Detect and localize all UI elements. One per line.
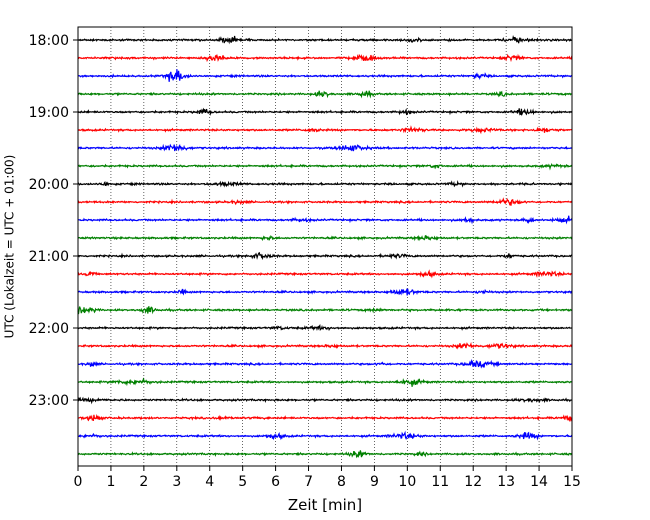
plot-frame — [77, 26, 573, 467]
trace-2015 — [77, 197, 573, 206]
trace-2030 — [77, 215, 573, 225]
y-axis-label: UTC (Lokalzeit = UTC + 01:00) — [3, 155, 17, 339]
y-tick-label-2000: 20:00 — [29, 177, 69, 193]
x-tick-label-10: 10 — [398, 474, 416, 490]
x-tick-label-8: 8 — [337, 474, 346, 490]
trace-2045 — [77, 234, 573, 242]
x-tick-label-5: 5 — [238, 474, 247, 490]
y-tick-label-1800: 18:00 — [29, 33, 69, 49]
x-tick-label-6: 6 — [271, 474, 280, 490]
y-tick-label-1900: 19:00 — [29, 105, 69, 121]
x-tick-label-12: 12 — [464, 474, 482, 490]
trace-2115 — [77, 269, 573, 279]
trace-2130 — [77, 287, 573, 296]
x-tick-label-1: 1 — [106, 474, 115, 490]
trace-2330 — [77, 430, 573, 441]
y-axis-ticks: 18:00 19:00 20:00 21:00 22:00 23:00 — [29, 33, 78, 409]
x-tick-label-7: 7 — [304, 474, 313, 490]
trace-1845 — [77, 90, 573, 99]
x-tick-label-14: 14 — [530, 474, 548, 490]
x-axis-label: Zeit [min] — [288, 496, 362, 514]
x-tick-label-11: 11 — [431, 474, 449, 490]
seismic-traces — [77, 34, 573, 459]
x-tick-label-13: 13 — [497, 474, 515, 490]
x-axis-ticks: 0 1 2 3 4 5 6 7 8 9 10 11 12 13 14 15 — [74, 466, 581, 490]
x-tick-label-0: 0 — [74, 474, 83, 490]
trace-2315 — [77, 413, 573, 423]
trace-2300 — [77, 396, 573, 405]
x-tick-label-2: 2 — [139, 474, 148, 490]
trace-2000 — [77, 180, 573, 188]
trace-1900 — [77, 107, 573, 117]
trace-2230 — [77, 358, 573, 369]
trace-1815 — [77, 53, 573, 63]
trace-1945 — [77, 162, 573, 171]
trace-2100 — [77, 251, 573, 261]
trace-1830 — [77, 69, 573, 82]
trace-2345 — [77, 450, 573, 459]
y-tick-label-2300: 23:00 — [29, 393, 69, 409]
trace-1915 — [77, 125, 573, 135]
trace-2145 — [77, 306, 573, 315]
trace-1800 — [77, 34, 573, 45]
trace-2215 — [77, 341, 573, 350]
trace-2200 — [77, 324, 573, 332]
trace-2245 — [77, 377, 573, 387]
y-tick-label-2100: 21:00 — [29, 249, 69, 265]
x-tick-label-4: 4 — [205, 474, 214, 490]
trace-1930 — [77, 143, 573, 152]
x-tick-label-9: 9 — [370, 474, 379, 490]
x-tick-label-15: 15 — [563, 474, 581, 490]
x-tick-label-3: 3 — [172, 474, 181, 490]
y-tick-label-2200: 22:00 — [29, 321, 69, 337]
